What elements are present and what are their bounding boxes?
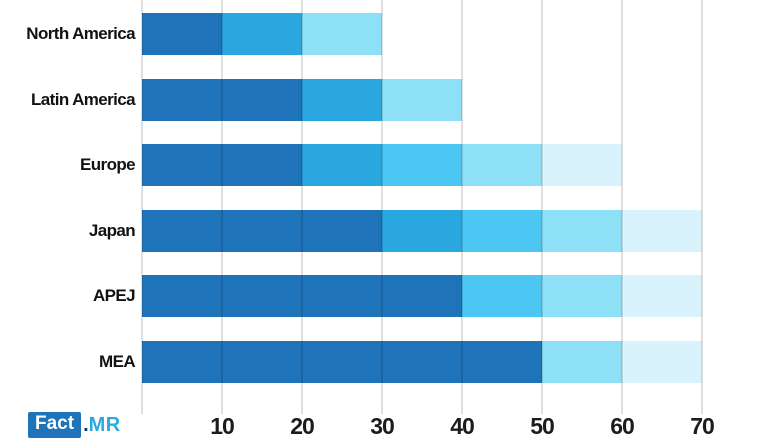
- bar-segment: [382, 78, 462, 121]
- row-label: Japan: [88, 220, 136, 240]
- bar-row: [142, 13, 382, 55]
- bar-segment: [302, 78, 382, 121]
- x-tick-label: 50: [530, 413, 555, 439]
- factmr-logo-dot: .: [83, 414, 89, 436]
- x-tick-label: 10: [210, 413, 235, 439]
- x-tick-label: 40: [450, 413, 475, 439]
- bar-segment: [462, 275, 542, 317]
- bar-row: [142, 275, 702, 317]
- bar-segment: [382, 209, 462, 252]
- x-tick-label: 20: [290, 413, 315, 439]
- factmr-logo: Fact . MR: [28, 412, 121, 438]
- row-label: Europe: [80, 155, 136, 174]
- x-tick-label: 60: [610, 413, 635, 439]
- bar-row: [142, 340, 702, 383]
- bar-segment: [302, 13, 382, 55]
- bar-row: [142, 144, 622, 186]
- bar-segment: [622, 209, 702, 252]
- bar-segment: [142, 209, 382, 252]
- bar-segment: [382, 144, 462, 186]
- bar-segment: [542, 144, 622, 186]
- bar-segment: [462, 144, 542, 186]
- bar-segment: [142, 275, 462, 317]
- bar-segment: [302, 144, 382, 186]
- x-tick-label: 70: [690, 413, 715, 439]
- bar-segment: [542, 275, 622, 317]
- bar-segment: [542, 209, 622, 252]
- bar-segment: [142, 340, 542, 383]
- row-label: North America: [26, 24, 135, 43]
- bar-row: [142, 209, 702, 252]
- bar-segment: [462, 209, 542, 252]
- factmr-logo-mr: MR: [88, 414, 121, 436]
- bar-segment: [622, 340, 702, 383]
- factmr-logo-fact: Fact: [28, 412, 82, 438]
- bar-segment: [142, 13, 222, 55]
- x-tick-label: 30: [370, 413, 395, 439]
- row-label: Latin America: [31, 89, 136, 109]
- bar-segment: [542, 340, 622, 383]
- row-label: MEA: [99, 351, 136, 371]
- bar-row: [142, 78, 462, 121]
- bar-segment: [222, 13, 302, 55]
- bar-segment: [142, 144, 302, 186]
- bar-segment: [142, 78, 302, 121]
- row-label: APEJ: [92, 286, 136, 305]
- bar-segment: [622, 275, 702, 317]
